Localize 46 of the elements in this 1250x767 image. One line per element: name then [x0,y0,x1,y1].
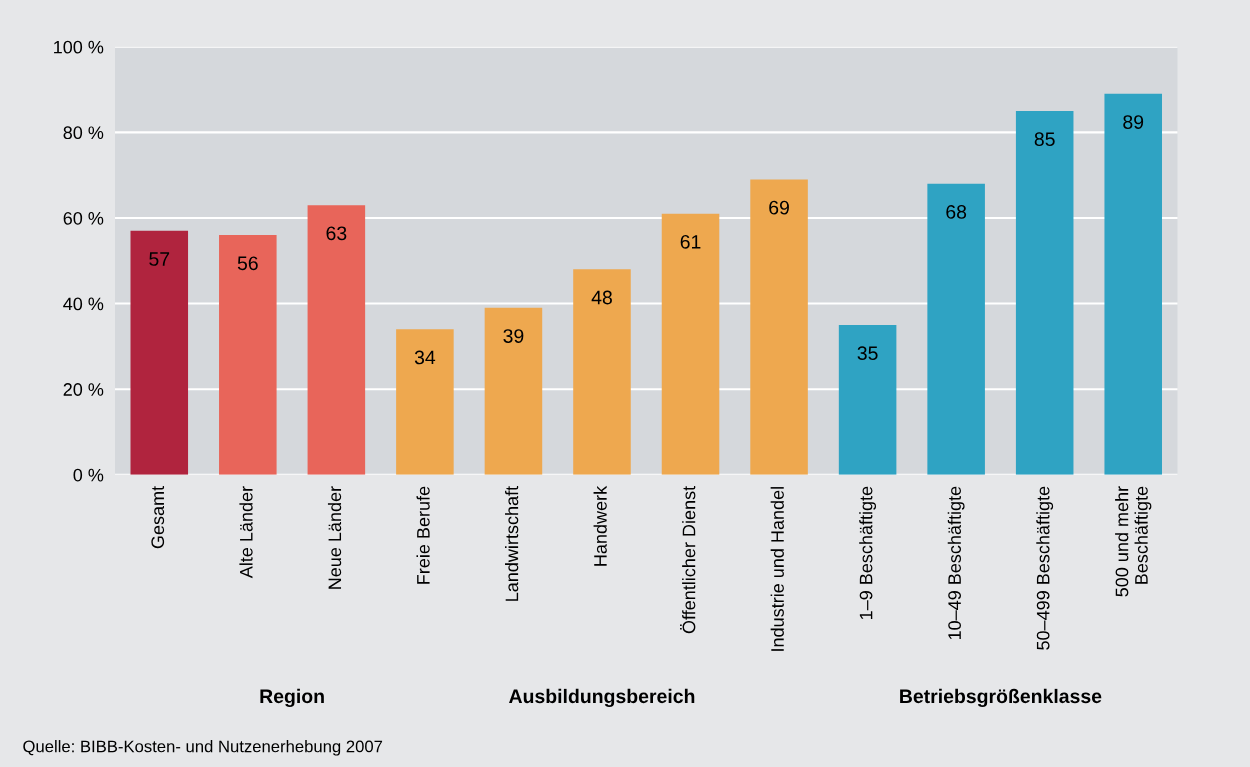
x-tick-label: Neue Länder [327,486,342,589]
x-tick-label: Industrie und Handel [770,487,784,651]
x-tick-label: 10–49 Beschäftigte [947,486,965,640]
y-tick-label: 80 % [63,126,104,140]
data-label: 63 [326,226,347,241]
x-tick-label: Freie Berufe [416,486,430,584]
data-label: 69 [769,200,789,215]
x-tick-label: 50–499 Beschäftigte [1036,486,1054,650]
data-label: 89 [1123,115,1144,129]
bar [1104,93,1163,475]
bar [219,235,277,475]
x-tick-label: 500 und mehr Beschäftigte [1115,486,1152,597]
bar [838,324,897,475]
text: Betriebsgrößenklasse [900,688,1102,708]
data-label: 56 [237,256,258,271]
x-tick-label: Handwerk [593,485,607,566]
bar [396,329,454,475]
bar [661,213,720,475]
text: Ausbildungsbereich [509,688,695,708]
x-tick-label: Gesamt [151,486,165,549]
data-label: 85 [1034,132,1055,147]
bar [573,269,631,475]
x-tick-label: Landwirtschaft [505,486,519,601]
bar [1015,110,1074,475]
data-label: 68 [946,205,967,219]
y-tick-label: 0 % [73,468,104,482]
bar [927,183,985,475]
data-label: 39 [503,329,524,343]
y-tick-label: 100 % [54,40,104,54]
bar [750,179,808,475]
bar [307,205,366,475]
x-tick-label: Alte Länder [239,486,253,579]
data-label: 48 [591,290,612,305]
x-tick-label: 1–9 Beschäftigte [859,486,877,620]
bar [484,307,543,475]
bar [130,230,189,475]
data-label: 61 [680,234,701,249]
y-tick-label: 20 % [63,383,104,396]
data-label: 34 [414,350,436,365]
data-label: 57 [149,252,170,266]
y-tick-label: 40 % [63,297,104,311]
source-note: Quelle: BIBB-Kosten- und Nutzenerhebung 2007 [23,740,383,756]
data-label: 35 [857,346,878,361]
y-tick-label: 60 % [63,211,104,225]
x-tick-label: Öffentlicher Dienst [680,486,696,634]
text: Region [260,688,324,708]
